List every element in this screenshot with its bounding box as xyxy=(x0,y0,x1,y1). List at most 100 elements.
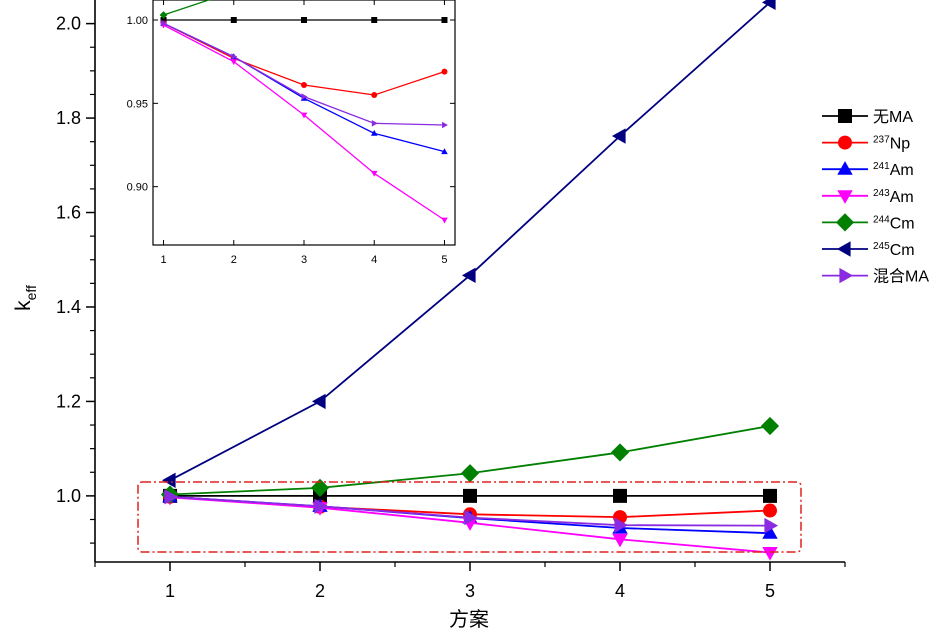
inset-x-tick-label: 4 xyxy=(371,254,377,266)
data-point xyxy=(310,478,330,497)
inset-data-point xyxy=(441,148,448,155)
legend-item: 245Cm xyxy=(822,241,915,259)
series-4 xyxy=(160,416,780,504)
data-point xyxy=(464,509,479,526)
data-point xyxy=(763,503,777,518)
data-point xyxy=(314,498,329,514)
inset-x-tick-label: 5 xyxy=(441,254,447,266)
legend-marker xyxy=(836,241,851,257)
inset-data-point xyxy=(441,217,448,224)
data-point xyxy=(764,517,779,534)
inset-data-point xyxy=(159,11,168,19)
inset-data-point xyxy=(301,17,307,23)
legend-label-name: Cm xyxy=(890,215,915,232)
legend-label-sup: 243 xyxy=(873,188,890,199)
inset-y-tick-label: 0.95 xyxy=(127,98,148,110)
data-point xyxy=(612,533,628,548)
inset-data-point xyxy=(441,17,448,23)
inset-data-point xyxy=(442,121,448,129)
inset-chart: 1 2 3 4 5 0.90 0.95 1.00 xyxy=(127,0,456,266)
inset-data-point xyxy=(370,129,378,136)
legend-label: 混合MA xyxy=(873,268,929,286)
legend-marker xyxy=(838,135,852,150)
inset-data-point xyxy=(230,59,238,66)
series-5 xyxy=(161,0,776,488)
legend-label: 241Am xyxy=(873,161,914,179)
inset-data-point xyxy=(371,120,378,127)
x-axis-title: 方案 xyxy=(449,608,489,631)
legend-label: 无MA xyxy=(873,109,913,126)
inset-series-lines xyxy=(159,0,448,224)
highlight-box xyxy=(137,481,802,553)
data-point xyxy=(311,393,326,410)
data-point xyxy=(760,416,780,436)
inset-axes: 1 2 3 4 5 0.90 0.95 1.00 xyxy=(127,0,456,266)
main-series-lines xyxy=(160,0,780,561)
inset-series-6 xyxy=(161,20,448,129)
legend-label: 244Cm xyxy=(873,214,915,232)
legend-label-name: 无MA xyxy=(873,109,913,126)
inset-x-tick-label: 2 xyxy=(231,254,237,266)
legend-label-name: Cm xyxy=(890,242,915,259)
inset-data-point xyxy=(301,93,308,100)
x-tick-label: 2 xyxy=(315,581,325,601)
legend-marker xyxy=(839,267,854,284)
inset-y-tick-label: 1.00 xyxy=(127,15,148,27)
inset-data-point xyxy=(441,68,448,75)
series-6 xyxy=(164,489,779,534)
series-line xyxy=(169,425,771,496)
inset-data-point xyxy=(300,112,308,119)
legend-label-sup: 241 xyxy=(873,161,890,172)
legend-item: 237Np xyxy=(822,135,910,153)
inset-x-tick-label: 1 xyxy=(160,254,166,266)
legend-item: 243Am xyxy=(822,188,914,206)
data-point xyxy=(161,472,176,488)
y-tick-label: 1.4 xyxy=(56,297,81,317)
data-point xyxy=(614,517,629,533)
y-axis-title: keff xyxy=(12,285,39,311)
legend-label-sup: 237 xyxy=(873,135,890,146)
data-point xyxy=(610,443,630,462)
inset-y-tick-label: 0.90 xyxy=(127,182,148,194)
y-tick-label: 1.8 xyxy=(56,108,81,128)
y-axis-title-main: k xyxy=(12,300,35,311)
legend-marker xyxy=(838,109,852,123)
legend-item: 244Cm xyxy=(822,213,915,232)
y-tick-label: 1.2 xyxy=(56,391,81,411)
legend-marker xyxy=(835,213,855,232)
inset-data-point xyxy=(301,82,307,88)
data-point xyxy=(611,128,626,144)
main-plot-area: 1 2 3 4 5 1.0 1.2 1.4 1.6 1.8 2.0 xyxy=(56,0,846,601)
legend-item: 无MA xyxy=(822,109,913,126)
inset-data-point xyxy=(371,17,378,23)
inset-data-point xyxy=(370,170,378,177)
data-point xyxy=(613,488,627,503)
legend-label: 237Np xyxy=(873,135,910,153)
inset-data-point xyxy=(231,53,238,60)
data-point xyxy=(762,525,778,539)
data-point xyxy=(460,464,480,483)
inset-data-point xyxy=(371,92,378,98)
data-point xyxy=(164,489,179,505)
data-point xyxy=(461,267,476,284)
x-tick-label: 3 xyxy=(465,581,475,601)
legend-label-sup: 244 xyxy=(873,214,890,225)
inset-data-point xyxy=(230,17,237,23)
data-point xyxy=(761,0,776,11)
main-axes: 1 2 3 4 5 1.0 1.2 1.4 1.6 1.8 2.0 xyxy=(56,0,846,601)
legend-item: 241Am xyxy=(822,161,914,179)
data-point xyxy=(762,546,778,561)
inset-frame xyxy=(152,0,456,246)
x-tick-label: 5 xyxy=(765,581,775,601)
legend-label-name: Np xyxy=(890,136,911,153)
data-point xyxy=(763,488,777,503)
x-tick-label: 4 xyxy=(615,581,625,601)
legend-label-name: Am xyxy=(890,189,914,206)
y-tick-label: 1.0 xyxy=(56,486,81,506)
y-axis-title-sub: eff xyxy=(23,285,39,300)
legend-label: 243Am xyxy=(873,188,914,206)
data-point xyxy=(463,488,477,503)
legend-marker xyxy=(837,161,853,175)
legend-label-name: Am xyxy=(890,162,914,179)
